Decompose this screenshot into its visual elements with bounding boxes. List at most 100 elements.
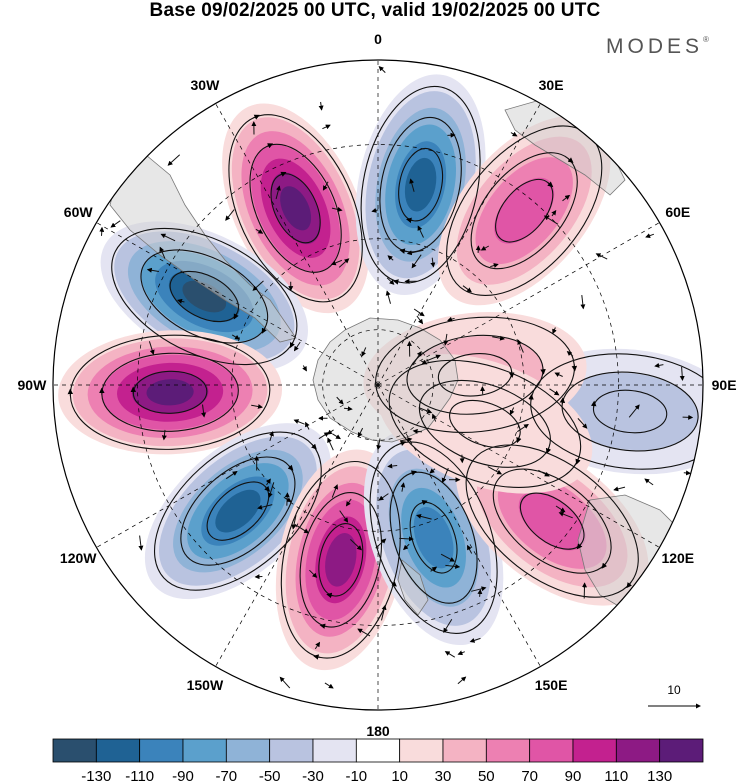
chart-title: Base 09/02/2025 00 UTC, valid 19/02/2025…: [149, 0, 601, 21]
wind-arrow: [416, 315, 424, 325]
wind-arrow: [339, 510, 349, 523]
wind-arrow: [371, 207, 379, 213]
colorbar-tick-label: -90: [172, 768, 194, 783]
vortex-streamlines: [528, 353, 703, 470]
wind-arrow: [225, 209, 235, 221]
wind-arrow: [549, 388, 560, 396]
wind-arrow: [167, 154, 181, 166]
wind-arrow: [683, 470, 691, 476]
wind-arrow: [327, 437, 334, 451]
wind-arrow: [645, 233, 655, 239]
wind-arrow: [357, 427, 364, 438]
wind-arrow: [416, 513, 432, 520]
colorbar-tick-label: -130: [81, 768, 111, 783]
wind-arrow: [679, 366, 685, 381]
wind-arrow: [361, 347, 367, 357]
wind-arrow: [331, 206, 343, 212]
wind-arrow: [595, 253, 608, 260]
wind-arrow: [146, 267, 159, 273]
wind-arrow: [322, 124, 331, 130]
wind-arrow: [552, 327, 557, 335]
colorbar-tick-label: 110: [604, 768, 628, 783]
wind-arrow: [538, 469, 550, 477]
wind-arrow: [654, 362, 664, 368]
meridian-label: 90E: [712, 377, 737, 393]
colorbar-tick-label: -30: [302, 768, 324, 783]
colorbar-swatch: [182, 738, 227, 763]
wind-arrow: [577, 418, 588, 429]
wind-arrow: [441, 467, 449, 484]
wind-arrow: [418, 407, 433, 414]
wind-arrow: [378, 493, 389, 501]
meridian-line: [377, 384, 541, 667]
wind-arrow: [231, 334, 240, 340]
wind-arrow: [345, 498, 352, 507]
anomaly-cell: [58, 330, 283, 455]
wind-arrow: [386, 277, 395, 285]
meridian-label: 0: [374, 31, 382, 47]
colorbar-swatch: [442, 738, 487, 763]
wind-arrow: [338, 258, 350, 268]
wind-arrow: [267, 482, 275, 499]
meridian-line: [96, 384, 379, 548]
colorbar-swatch: [52, 738, 97, 763]
wind-arrow: [399, 536, 414, 542]
wind-arrow: [387, 463, 398, 469]
wind-arrow: [318, 432, 330, 440]
colorbar-swatch: [529, 738, 574, 763]
wind-arrow: [431, 413, 437, 422]
wind-arrow: [447, 316, 455, 322]
colorbar-swatch: [615, 738, 661, 763]
meridian-label: 60W: [64, 204, 94, 220]
meridian-labels: 0 30E 60E 90E 120E 150E 180 150W 120W 90W 60W 30W: [18, 31, 737, 739]
colorbar-tick-label: -110: [125, 768, 154, 783]
wind-arrow: [279, 676, 291, 689]
wind-arrow: [293, 419, 305, 425]
wind-arrow: [161, 429, 167, 441]
wind-arrow: [412, 428, 423, 434]
wind-arrow: [269, 430, 274, 442]
meridian-line: [96, 222, 379, 386]
map-disc: [53, 60, 703, 710]
wind-arrow: [350, 539, 363, 551]
wind-arrow: [275, 185, 281, 200]
wind-arrow: [343, 406, 353, 412]
brand-logo: MODES®: [606, 35, 709, 59]
wind-arrow: [255, 228, 264, 234]
wind-arrow: [314, 641, 321, 650]
colorbar-tick-label: 30: [435, 768, 452, 783]
wind-arrow: [201, 404, 207, 418]
meridian-label: 150W: [187, 677, 224, 693]
meridian-label: 30E: [539, 77, 564, 93]
wind-arrow: [509, 407, 515, 416]
wind-arrow: [409, 178, 415, 192]
wind-arrow: [412, 350, 422, 366]
meridian-label: 180: [366, 723, 390, 739]
wind-arrow: [480, 245, 490, 251]
colorbar-swatch: [572, 738, 617, 763]
colorbar-swatch: [139, 738, 184, 763]
wind-arrow: [110, 220, 121, 228]
wind-arrow: [177, 298, 185, 304]
wind-arrow: [357, 628, 371, 637]
vortex-streamlines: [228, 114, 363, 303]
meridian-label: 60E: [665, 204, 690, 220]
wind-arrow: [266, 478, 271, 486]
colorbar-tick-label: -50: [259, 768, 281, 783]
colorbar-tick-label: 90: [565, 768, 582, 783]
wind-arrow: [558, 511, 573, 519]
wind-arrow: [376, 438, 382, 451]
map-boundary: [52, 59, 704, 711]
meridian-label: 120E: [661, 550, 694, 566]
colorbar-swatch: [269, 738, 314, 763]
meridian-label: 120W: [60, 550, 97, 566]
wind-arrow: [554, 372, 563, 378]
wind-arrow: [490, 263, 499, 268]
wind-arrow: [291, 515, 297, 530]
meridian-line: [377, 103, 541, 386]
wind-arrow: [413, 308, 425, 317]
wind-arrow: [378, 65, 386, 73]
new-zealand-shape: [397, 559, 429, 616]
wind-arrow: [443, 618, 453, 634]
